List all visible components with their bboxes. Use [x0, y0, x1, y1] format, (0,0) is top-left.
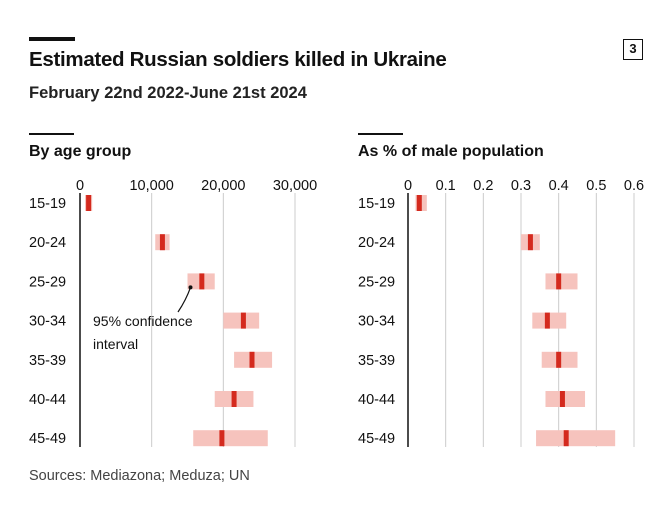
- left-category-label: 25-29: [29, 274, 66, 290]
- left-x-tick-label: 20,000: [201, 178, 245, 194]
- right-estimate-marker: [563, 430, 569, 447]
- right-category-label: 45-49: [358, 431, 395, 447]
- left-estimate-marker: [199, 273, 205, 290]
- panel-right-title: As % of male population: [358, 143, 544, 160]
- left-x-tick-label: 10,000: [129, 178, 173, 194]
- right-category-label: 20-24: [358, 235, 395, 251]
- right-estimate-marker: [544, 312, 550, 329]
- left-estimate-marker: [231, 391, 237, 407]
- left-estimate-marker: [240, 312, 246, 329]
- right-estimate-marker: [556, 351, 562, 368]
- right-category-label: 25-29: [358, 274, 395, 290]
- left-category-label: 40-44: [29, 392, 66, 408]
- panel-left-title: By age group: [29, 143, 132, 160]
- right-x-tick-label: 0: [404, 178, 412, 194]
- annotation-label-line2: interval: [93, 336, 138, 352]
- right-x-tick-label: 0.2: [473, 178, 493, 194]
- annotation-pointer-line: [177, 287, 192, 313]
- panel-right-rule: [358, 133, 403, 135]
- right-x-tick-label: 0.6: [624, 178, 644, 194]
- left-x-tick-label: 0: [76, 178, 84, 194]
- left-confidence-interval: [193, 430, 268, 447]
- header-accent-bar: [29, 37, 75, 41]
- left-category-label: 45-49: [29, 431, 66, 447]
- right-x-tick-label: 0.5: [586, 178, 606, 194]
- right-estimate-marker: [556, 273, 562, 290]
- chart-subtitle: February 22nd 2022-June 21st 2024: [29, 84, 307, 102]
- left-estimate-marker: [159, 234, 165, 251]
- right-category-label: 40-44: [358, 392, 395, 408]
- right-estimate-marker: [527, 234, 533, 251]
- right-confidence-interval: [536, 430, 616, 447]
- left-x-tick-label: 30,000: [273, 178, 317, 194]
- right-category-label: 15-19: [358, 196, 395, 212]
- left-estimate-marker: [249, 351, 255, 368]
- left-category-label: 15-19: [29, 196, 66, 212]
- right-category-label: 30-34: [358, 314, 395, 330]
- left-category-label: 30-34: [29, 314, 66, 330]
- left-category-label: 35-39: [29, 353, 66, 369]
- left-estimate-marker: [219, 430, 225, 447]
- panel-left-rule: [29, 133, 74, 135]
- right-estimate-marker: [559, 391, 565, 407]
- right-x-tick-label: 0.3: [511, 178, 531, 194]
- annotation-label-line1: 95% confidence: [93, 313, 193, 329]
- right-x-tick-label: 0.1: [436, 178, 456, 194]
- right-confidence-interval: [545, 273, 578, 290]
- left-estimate-marker: [86, 195, 92, 211]
- right-estimate-marker: [416, 195, 422, 211]
- right-category-label: 35-39: [358, 353, 395, 369]
- chart-number-badge: 3: [623, 39, 643, 60]
- chart-title: Estimated Russian soldiers killed in Ukr…: [29, 48, 447, 71]
- left-category-label: 20-24: [29, 235, 66, 251]
- source-note: Sources: Mediazona; Meduza; UN: [29, 468, 250, 484]
- right-x-tick-label: 0.4: [549, 178, 569, 194]
- annotation-pointer-dot: [188, 285, 193, 290]
- right-confidence-interval: [545, 391, 586, 407]
